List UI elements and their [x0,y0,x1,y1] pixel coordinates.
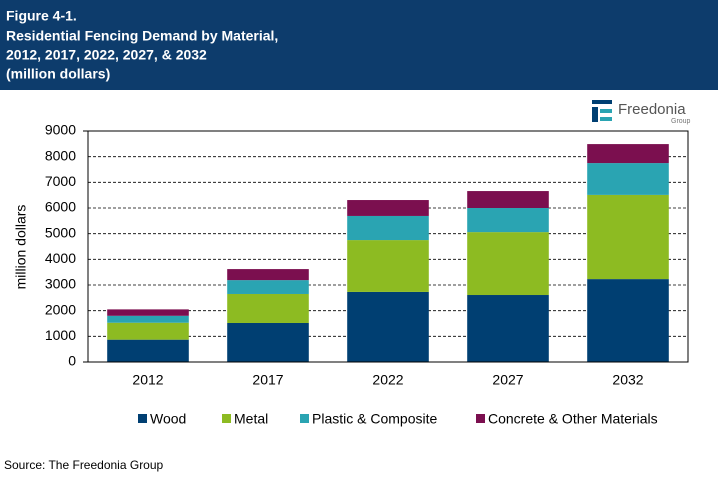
x-tick-label: 2022 [372,372,403,388]
bar-segment [227,322,309,362]
bar-segment [587,144,669,164]
bar-segment [467,208,549,233]
y-tick-label: 0 [68,353,76,369]
source: Source: The Freedonia Group [4,458,164,472]
header-band [0,0,718,90]
x-tick-label: 2032 [612,372,643,388]
legend-label: Metal [234,411,268,427]
legend-swatch [222,414,231,423]
bar-segment [587,279,669,362]
legend-label: Wood [150,411,186,427]
y-tick-label: 4000 [45,250,76,266]
legend-label: Concrete & Other Materials [488,411,658,427]
legend-label: Plastic & Composite [312,411,437,427]
bar-segment [107,309,189,316]
bar-segment [347,291,429,362]
title: (million dollars) [6,66,110,82]
bar-segment [347,240,429,292]
title: Residential Fencing Demand by Material, [6,28,278,44]
logo-bar [600,109,612,113]
x-tick-label: 2027 [492,372,523,388]
bar-segment [347,200,429,216]
bar-segment [467,191,549,208]
y-tick-label: 9000 [45,122,76,138]
bar-segment [107,315,189,323]
legend-swatch [138,414,147,423]
logo-bar [592,107,598,122]
logo-bar [592,100,612,104]
figure-label: Figure 4-1. [6,8,77,24]
bar-segment [467,232,549,296]
x-tick-label: 2017 [252,372,283,388]
y-tick-label: 5000 [45,224,76,240]
bar-segment [347,215,429,241]
y-tick-label: 1000 [45,327,76,343]
x-tick-label: 2012 [132,372,163,388]
bar-segment [227,293,309,323]
y-tick-label: 8000 [45,147,76,163]
y-tick-label: 7000 [45,173,76,189]
bar-segment [587,194,669,280]
title: 2012, 2017, 2022, 2027, & 2032 [6,47,207,63]
logo-bar [600,117,612,121]
plot-border [87,130,689,363]
bar-segment [227,280,309,294]
logo-name: Freedonia [618,101,686,118]
logo: Freedonia Group [592,100,691,125]
y-tick-label: 3000 [45,276,76,292]
y-tick-label: 6000 [45,199,76,215]
y-axis-label: million dollars [13,205,29,290]
bar-segment [467,295,549,362]
legend-swatch [476,414,485,423]
logo-sub: Group [671,118,691,125]
y-tick-label: 2000 [45,301,76,317]
bar-segment [227,269,309,281]
bar-segment [107,339,189,362]
bar-segment [107,322,189,340]
bar-segment [587,163,669,195]
legend-swatch [300,414,309,423]
